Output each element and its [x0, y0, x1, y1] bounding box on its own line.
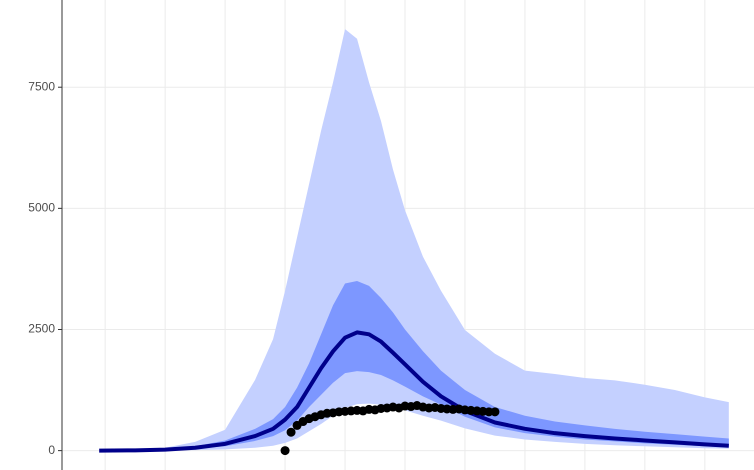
observed-point [280, 446, 290, 456]
y-tick-label: 7500 [28, 79, 55, 93]
observed-point [286, 427, 296, 437]
outer-band [99, 29, 729, 451]
inner-band [99, 281, 729, 451]
y-tick-label: 0 [48, 443, 55, 457]
observed-point [490, 407, 500, 417]
y-tick-label: 2500 [28, 322, 55, 336]
median-line [99, 330, 729, 453]
y-tick-label: 5000 [28, 201, 55, 215]
